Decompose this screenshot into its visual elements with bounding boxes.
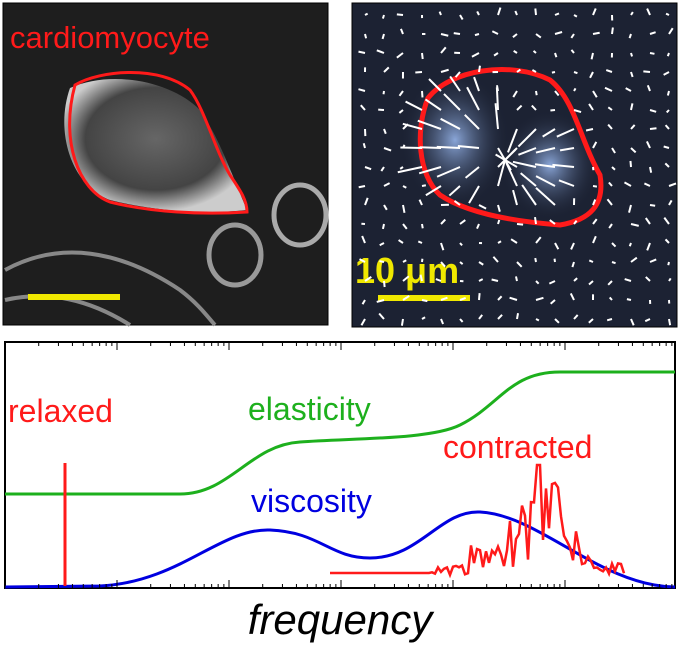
displacement-arrow	[631, 53, 632, 56]
displacement-arrow	[668, 91, 669, 95]
displacement-arrow	[650, 205, 655, 206]
displacement-arrow	[497, 87, 498, 110]
displacement-arrow	[650, 53, 654, 54]
displacement-arrow	[552, 72, 555, 73]
stress-glow	[400, 70, 510, 210]
displacement-arrow	[668, 53, 669, 56]
displacement-arrow	[422, 185, 426, 186]
contracted-label: contracted	[443, 429, 592, 465]
displacement-arrow	[574, 88, 576, 91]
displacement-arrow	[358, 52, 365, 53]
displacement-arrow	[535, 217, 536, 224]
x-axis-label: frequency	[248, 596, 435, 643]
displacement-arrow	[643, 71, 650, 72]
displacement-arrow	[475, 34, 479, 35]
displacement-arrow	[536, 91, 537, 95]
displacement-arrow	[517, 313, 518, 319]
displacement-arrow	[365, 14, 368, 15]
displacement-arrow	[630, 34, 631, 38]
displacement-arrow	[498, 220, 499, 224]
displacement-arrow	[650, 128, 656, 129]
displacement-arrow	[422, 53, 423, 59]
displacement-arrow	[592, 53, 593, 59]
displacement-arrow	[607, 319, 612, 320]
elasticity-label: elasticity	[248, 391, 371, 427]
displacement-arrow	[612, 28, 613, 34]
displacement-arrow	[668, 262, 669, 265]
panel-label: cardiomyocyte	[10, 20, 210, 55]
displacement-arrow	[479, 66, 480, 72]
displacement-arrow	[492, 280, 498, 281]
displacement-arrow	[383, 15, 384, 19]
displacement-arrow	[383, 34, 384, 39]
displacement-arrow	[384, 281, 385, 287]
displacement-arrow	[627, 299, 631, 300]
traction-map-panel: 10 μm	[352, 3, 677, 327]
displacement-arrow	[550, 110, 555, 111]
displacement-arrow	[574, 15, 577, 17]
displacement-arrow	[536, 319, 539, 321]
displacement-arrow	[650, 167, 651, 173]
displacement-arrow	[437, 147, 460, 148]
cell-image-panel: cardiomyocyte	[3, 3, 328, 325]
relaxed-label: relaxed	[8, 393, 113, 429]
displacement-arrow	[669, 319, 670, 325]
displacement-arrow	[400, 147, 422, 148]
displacement-arrow	[630, 243, 631, 246]
displacement-arrow	[630, 161, 631, 167]
displacement-arrow	[364, 143, 365, 148]
displacement-arrow	[574, 72, 577, 73]
displacement-arrow	[535, 258, 536, 262]
displacement-arrow	[516, 276, 517, 281]
displacement-arrow	[379, 261, 384, 262]
displacement-arrow	[383, 224, 384, 229]
scale-label: 10 μm	[355, 250, 459, 291]
displacement-arrow	[535, 9, 536, 15]
displacement-arrow	[422, 224, 423, 228]
displacement-arrow	[440, 12, 441, 15]
viscosity-label: viscosity	[251, 483, 372, 519]
displacement-arrow	[517, 224, 523, 225]
displacement-arrow	[421, 275, 422, 281]
displacement-arrow	[669, 278, 671, 281]
displacement-arrow	[666, 14, 669, 15]
displacement-arrow	[402, 319, 403, 326]
displacement-arrow	[589, 260, 593, 262]
displacement-arrow	[479, 293, 480, 300]
displacement-arrow	[365, 34, 366, 38]
displacement-arrow	[555, 53, 556, 57]
displacement-arrow	[422, 300, 427, 301]
displacement-arrow	[593, 186, 597, 187]
displacement-arrow	[359, 186, 365, 187]
spectrum-panel: relaxed elasticity contracted viscosity	[5, 342, 675, 588]
displacement-arrow	[397, 14, 403, 15]
displacement-arrow	[454, 33, 460, 34]
displacement-arrow	[612, 262, 616, 263]
displacement-arrow	[593, 33, 600, 34]
